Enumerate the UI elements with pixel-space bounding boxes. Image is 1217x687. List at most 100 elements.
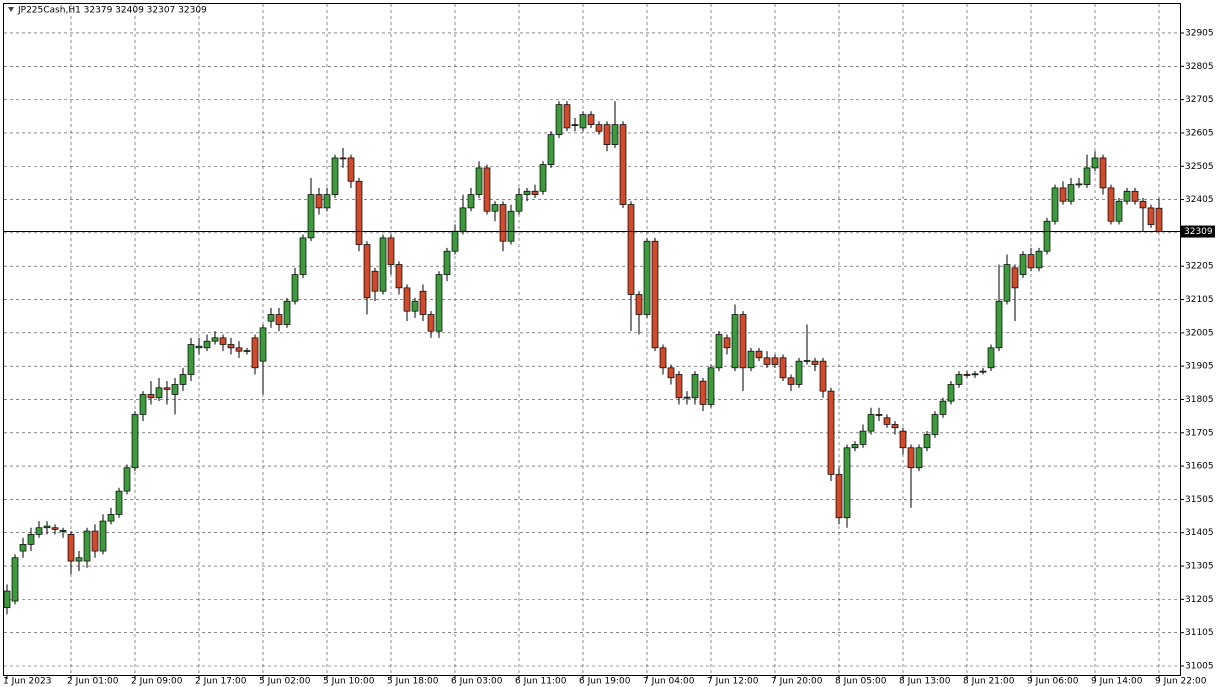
- candle-body: [691, 374, 699, 399]
- candle-body: [1115, 200, 1123, 222]
- candle-body: [1067, 184, 1075, 202]
- candle-body: [299, 237, 307, 275]
- candle-body: [315, 194, 323, 209]
- y-tick-label: 31505: [1185, 495, 1214, 505]
- candle-body: [243, 350, 251, 352]
- candle-body: [915, 447, 923, 469]
- candle-body: [779, 357, 787, 379]
- candle-body: [51, 527, 59, 530]
- y-tick-label: 31405: [1185, 528, 1214, 538]
- candle-body: [531, 190, 539, 195]
- candle-body: [59, 530, 67, 532]
- y-tick-label: 32405: [1185, 195, 1214, 205]
- candle-body: [187, 344, 195, 375]
- x-tick-label: 6 Jun 03:00: [451, 677, 503, 687]
- y-tick-label: 32105: [1185, 295, 1214, 305]
- candle-body: [499, 204, 507, 242]
- candle-body: [931, 414, 939, 435]
- candle-body: [795, 360, 803, 385]
- candle-body: [1059, 187, 1067, 202]
- candle-body: [627, 204, 635, 295]
- candle-body: [963, 374, 971, 376]
- candle-body: [27, 534, 35, 545]
- candle-body: [347, 157, 355, 182]
- candle-body: [875, 414, 883, 416]
- candle-body: [339, 157, 347, 160]
- candle-body: [547, 134, 555, 165]
- y-tick-label: 32205: [1185, 262, 1214, 272]
- candle-body: [603, 124, 611, 145]
- candle-body: [987, 347, 995, 369]
- candle-body: [563, 104, 571, 129]
- x-tick-label: 5 Jun 02:00: [259, 677, 311, 687]
- candle-body: [683, 396, 691, 399]
- candle-body: [379, 237, 387, 292]
- candle-body: [411, 300, 419, 312]
- candle-body: [3, 590, 11, 609]
- candle-body: [275, 314, 283, 325]
- y-tick-label: 32905: [1185, 28, 1214, 38]
- candle-body: [483, 167, 491, 212]
- x-tick-label: 9 Jun 06:00: [1027, 677, 1079, 687]
- plot-frame: [3, 3, 1181, 676]
- candle-body: [571, 124, 579, 126]
- candle-body: [259, 327, 267, 362]
- candle-body: [899, 430, 907, 449]
- candle-body: [1019, 254, 1027, 275]
- candle-body: [803, 360, 811, 362]
- candle-body: [115, 490, 123, 515]
- candle-body: [331, 157, 339, 195]
- candle-body: [227, 344, 235, 349]
- y-tick-label: 32805: [1185, 62, 1214, 72]
- candle-body: [763, 357, 771, 365]
- x-tick-label: 8 Jun 13:00: [899, 677, 951, 687]
- candle-body: [515, 194, 523, 212]
- candle-body: [67, 534, 75, 562]
- candle-body: [643, 240, 651, 315]
- candle-body: [539, 164, 547, 192]
- candle-body: [251, 337, 259, 369]
- candle-body: [427, 314, 435, 332]
- candle-body: [1011, 267, 1019, 289]
- x-tick-label: 1 Jun 2023: [3, 677, 51, 687]
- candle-body: [283, 300, 291, 325]
- candle-body: [947, 384, 955, 402]
- candle-body: [843, 447, 851, 519]
- candle-body: [11, 557, 19, 602]
- candle-body: [235, 347, 243, 352]
- y-tick-label: 31605: [1185, 462, 1214, 472]
- last-price-box: [1181, 225, 1215, 238]
- candle-body: [1147, 207, 1155, 225]
- candle-body: [555, 104, 563, 135]
- candle-body: [131, 414, 139, 469]
- candle-body: [203, 340, 211, 349]
- candle-body: [1155, 207, 1163, 232]
- candle-body: [907, 447, 915, 469]
- candle-body: [811, 360, 819, 365]
- x-tick-label: 7 Jun 20:00: [771, 677, 823, 687]
- candle-body: [371, 270, 379, 292]
- candle-body: [635, 294, 643, 315]
- candle-body: [83, 530, 91, 562]
- candle-body: [723, 337, 731, 349]
- candle-body: [611, 124, 619, 145]
- candle-body: [995, 300, 1003, 349]
- candle-body: [307, 194, 315, 239]
- x-tick-label: 9 Jun 14:00: [1091, 677, 1143, 687]
- candle-body: [1035, 250, 1043, 269]
- x-tick-label: 8 Jun 21:00: [963, 677, 1015, 687]
- candle-body: [1139, 200, 1147, 209]
- candle-body: [147, 394, 155, 399]
- candle-body: [1083, 167, 1091, 185]
- candle-body: [667, 367, 675, 379]
- candle-body: [467, 194, 475, 209]
- candle-body: [443, 250, 451, 275]
- candle-body: [755, 350, 763, 359]
- candle-body: [395, 264, 403, 289]
- y-tick-label: 31205: [1185, 595, 1214, 605]
- candle-body: [387, 237, 395, 265]
- y-tick-label: 31105: [1185, 628, 1214, 638]
- candle-body: [211, 337, 219, 342]
- candle-body: [819, 360, 827, 392]
